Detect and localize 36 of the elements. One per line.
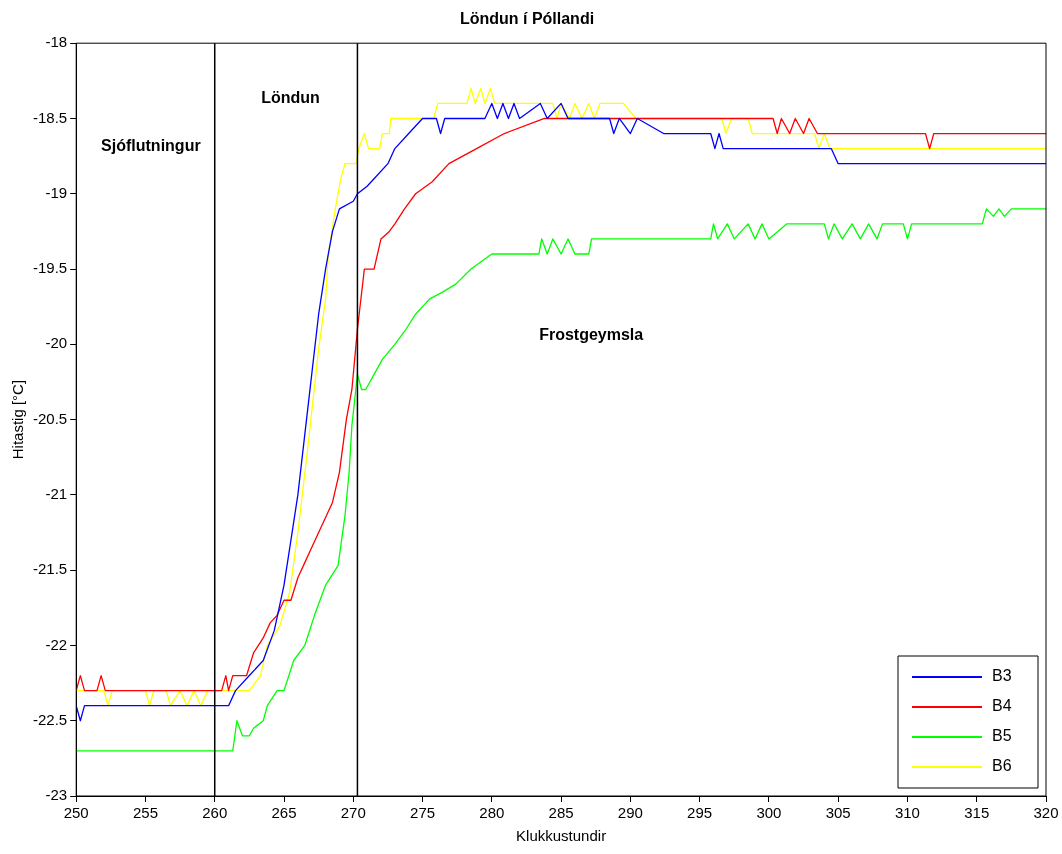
annotation: Löndun bbox=[261, 88, 320, 106]
annotation: Sjóflutningur bbox=[101, 136, 201, 154]
y-tick-label: -19.5 bbox=[32, 259, 68, 277]
y-tick-label: -18 bbox=[45, 33, 68, 51]
y-tick-label: -20 bbox=[45, 334, 68, 352]
y-axis-title: Hitastig [°C] bbox=[9, 379, 27, 460]
x-tick-label: 295 bbox=[687, 804, 713, 822]
x-tick-label: 310 bbox=[894, 804, 920, 822]
y-tick-label: -22.5 bbox=[32, 710, 68, 728]
x-tick-label: 255 bbox=[132, 804, 158, 822]
x-tick-label: 285 bbox=[548, 804, 574, 822]
x-tick-label: 270 bbox=[340, 804, 366, 822]
y-tick-label: -19 bbox=[45, 183, 68, 201]
y-tick-label: -21 bbox=[45, 485, 68, 503]
legend-label: B4 bbox=[992, 697, 1012, 715]
x-tick-label: 265 bbox=[271, 804, 297, 822]
legend-label: B3 bbox=[992, 667, 1012, 685]
legend-label: B6 bbox=[992, 757, 1012, 775]
x-tick-label: 315 bbox=[964, 804, 990, 822]
x-tick-label: 305 bbox=[825, 804, 851, 822]
x-tick-label: 290 bbox=[617, 804, 643, 822]
annotation: Frostgeymsla bbox=[539, 326, 644, 344]
y-tick-label: -20.5 bbox=[32, 409, 68, 427]
x-tick-label: 250 bbox=[63, 804, 89, 822]
y-tick-label: -18.5 bbox=[32, 108, 68, 126]
x-tick-label: 275 bbox=[410, 804, 436, 822]
x-tick-label: 300 bbox=[756, 804, 782, 822]
y-tick-label: -22 bbox=[45, 635, 68, 653]
y-tick-label: -21.5 bbox=[32, 560, 68, 578]
x-tick-label: 260 bbox=[202, 804, 228, 822]
y-tick-label: -23 bbox=[45, 786, 68, 804]
x-tick-label: 280 bbox=[479, 804, 505, 822]
x-tick-label: 320 bbox=[1033, 804, 1059, 822]
legend-label: B5 bbox=[992, 727, 1012, 745]
x-axis-title: Klukkustundir bbox=[516, 827, 607, 845]
chart-title: Löndun í Póllandi bbox=[459, 10, 595, 28]
